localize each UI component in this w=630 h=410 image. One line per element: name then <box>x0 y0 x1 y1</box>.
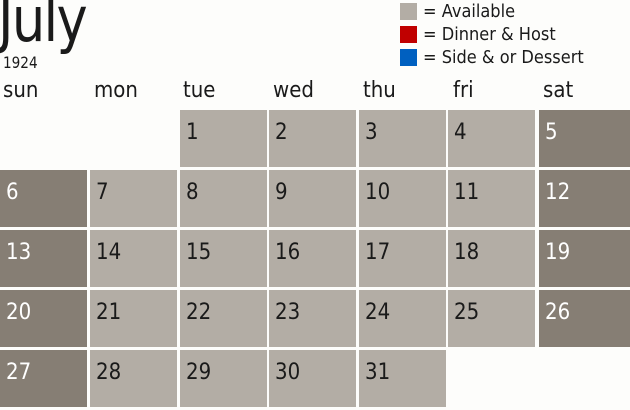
legend-label: = Side & or Dessert <box>423 47 584 68</box>
day-cell[interactable]: 3 <box>359 110 446 167</box>
day-number: 9 <box>275 180 288 205</box>
weekday-tue: tue <box>183 78 216 103</box>
side-dessert-swatch <box>400 49 417 66</box>
day-cell[interactable]: 28 <box>90 350 177 407</box>
day-number: 21 <box>96 300 122 325</box>
day-number: 11 <box>454 180 480 205</box>
day-number: 18 <box>454 240 480 265</box>
day-cell[interactable]: 13 <box>0 230 87 287</box>
day-cell[interactable]: 27 <box>0 350 87 407</box>
day-number: 15 <box>186 240 212 265</box>
day-cell[interactable]: 2 <box>269 110 356 167</box>
day-cell[interactable]: 23 <box>269 290 356 347</box>
weekday-sat: sat <box>543 78 574 103</box>
day-number: 1 <box>186 120 199 145</box>
weekday-mon: mon <box>94 78 138 103</box>
day-cell[interactable]: 6 <box>0 170 87 227</box>
weekday-wed: wed <box>273 78 314 103</box>
day-number: 8 <box>186 180 199 205</box>
month-title: July <box>0 0 88 56</box>
day-cell[interactable]: 16 <box>269 230 356 287</box>
day-number: 7 <box>96 180 109 205</box>
legend-item-available: = Available <box>400 0 602 23</box>
day-number: 26 <box>545 300 571 325</box>
available-swatch <box>400 3 417 20</box>
day-cell[interactable]: 1 <box>180 110 267 167</box>
legend-label: = Dinner & Host <box>423 24 556 45</box>
day-cell[interactable]: 15 <box>180 230 267 287</box>
day-number: 31 <box>365 360 391 385</box>
day-cell[interactable]: 9 <box>269 170 356 227</box>
day-number: 16 <box>275 240 301 265</box>
day-cell[interactable]: 11 <box>448 170 535 227</box>
weekday-fri: fri <box>453 78 474 103</box>
day-number: 19 <box>545 240 571 265</box>
day-number: 17 <box>365 240 391 265</box>
day-cell[interactable]: 22 <box>180 290 267 347</box>
day-cell[interactable]: 19 <box>539 230 630 287</box>
day-cell[interactable]: 26 <box>539 290 630 347</box>
day-number: 23 <box>275 300 301 325</box>
day-cell[interactable]: 8 <box>180 170 267 227</box>
day-number: 20 <box>6 300 32 325</box>
day-number: 10 <box>365 180 391 205</box>
day-cell[interactable]: 14 <box>90 230 177 287</box>
day-number: 4 <box>454 120 467 145</box>
day-number: 24 <box>365 300 391 325</box>
day-number: 2 <box>275 120 288 145</box>
dinner-host-swatch <box>400 26 417 43</box>
day-cell[interactable]: 4 <box>448 110 535 167</box>
day-cell[interactable]: 25 <box>448 290 535 347</box>
day-cell[interactable]: 17 <box>359 230 446 287</box>
year-label: 1924 <box>3 53 38 72</box>
day-cell[interactable]: 21 <box>90 290 177 347</box>
day-cell[interactable]: 20 <box>0 290 87 347</box>
day-number: 3 <box>365 120 378 145</box>
day-cell[interactable]: 12 <box>539 170 630 227</box>
day-cell[interactable]: 24 <box>359 290 446 347</box>
day-number: 5 <box>545 120 558 145</box>
legend-item-dinner-host: = Dinner & Host <box>400 23 602 46</box>
day-number: 28 <box>96 360 122 385</box>
legend-item-side-dessert: = Side & or Dessert <box>400 46 602 69</box>
day-cell[interactable]: 18 <box>448 230 535 287</box>
day-cell[interactable]: 31 <box>359 350 446 407</box>
day-cell[interactable]: 30 <box>269 350 356 407</box>
weekday-sun: sun <box>3 78 39 103</box>
day-number: 29 <box>186 360 212 385</box>
day-number: 6 <box>6 180 19 205</box>
day-number: 13 <box>6 240 32 265</box>
day-number: 22 <box>186 300 212 325</box>
day-number: 12 <box>545 180 571 205</box>
legend-label: = Available <box>423 1 516 22</box>
day-cell[interactable]: 5 <box>539 110 630 167</box>
weekday-thu: thu <box>363 78 396 103</box>
day-number: 27 <box>6 360 32 385</box>
day-cell[interactable]: 7 <box>90 170 177 227</box>
legend: = Available = Dinner & Host = Side & or … <box>400 0 602 69</box>
day-cell[interactable]: 10 <box>359 170 446 227</box>
day-cell[interactable]: 29 <box>180 350 267 407</box>
day-number: 25 <box>454 300 480 325</box>
day-number: 30 <box>275 360 301 385</box>
day-number: 14 <box>96 240 122 265</box>
